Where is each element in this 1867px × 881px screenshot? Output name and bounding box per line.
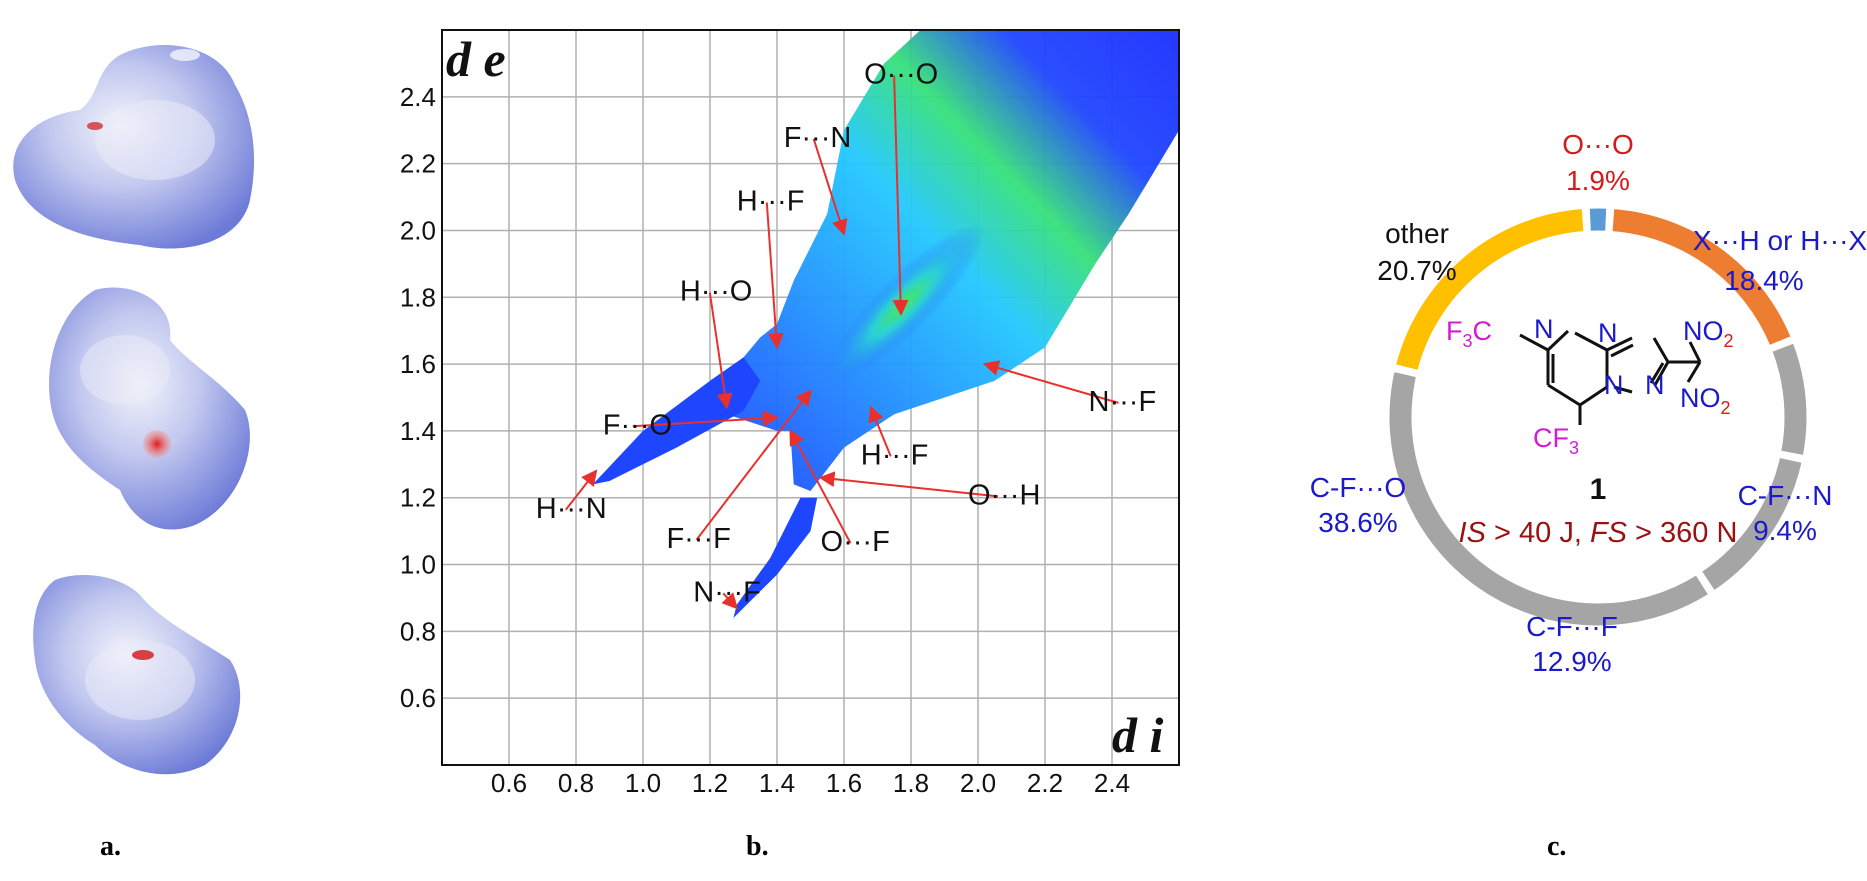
annotation-label: H···N [536, 493, 607, 525]
donut-slice-percent: 9.4% [1753, 515, 1817, 546]
x-tick-label: 1.2 [692, 768, 728, 798]
y-tick-label: 1.4 [400, 416, 436, 446]
annotation-label: F···N [784, 122, 852, 154]
annotation-label: N···F [693, 576, 761, 608]
annotation-label: O···H [968, 479, 1040, 511]
x-tick-label: 1.0 [625, 768, 661, 798]
annotation-arrow [812, 138, 848, 236]
x-tick-label: 2.0 [960, 768, 996, 798]
donut-slice-percent: 1.9% [1566, 165, 1630, 196]
atom-n-4: N [1645, 370, 1665, 400]
annotation-arrow [868, 405, 892, 457]
annotation-arrow [892, 75, 909, 316]
donut-slice-name: C-F···F [1526, 611, 1618, 642]
annotation-arrow [632, 410, 779, 428]
x-tick-label: 0.8 [558, 768, 594, 798]
donut-slice [1609, 205, 1795, 349]
atom-no2-bottom: NO2 [1680, 383, 1731, 418]
donut-slice [1586, 205, 1610, 234]
atom-n-2: N [1598, 318, 1618, 348]
donut-slice-percent: 12.9% [1532, 646, 1611, 677]
y-tick-label: 1.8 [400, 282, 436, 312]
annotation-label: H···F [861, 439, 929, 471]
donut-slice-name: X···H or H···X [1693, 225, 1867, 256]
annotation-arrow [708, 292, 733, 410]
fingerprint-spike-lower [733, 497, 818, 618]
surface-top [13, 45, 255, 249]
annotation-label: N···F [1089, 386, 1157, 418]
annotation-label: H···F [737, 185, 805, 217]
y-tick-label: 2.4 [400, 82, 436, 112]
compound-atom-labels: F3C N N N N NO2 NO2 CF3 [1446, 314, 1734, 458]
atom-no2-top: NO2 [1683, 316, 1734, 351]
annotation-label: O···O [864, 58, 938, 90]
y-tick-label: 2.2 [400, 149, 436, 179]
annotation-arrow [818, 471, 999, 498]
panel-label-c: c. [1547, 831, 1566, 862]
x-tick-label: 2.2 [1027, 768, 1063, 798]
donut-slice [1392, 205, 1587, 374]
sensitivity-label: IS > 40 J, FS > 360 N [1459, 517, 1738, 549]
atom-cf3: CF3 [1533, 423, 1579, 458]
x-axis-label: d i [1112, 707, 1164, 763]
donut-slice [1768, 339, 1810, 459]
donut-slice-percent: 20.7% [1377, 255, 1456, 286]
annotation-label: F···F [666, 523, 730, 555]
hirshfeld-surfaces-panel: a. [13, 45, 255, 862]
x-tick-label: 1.4 [759, 768, 795, 798]
annotation-arrow [695, 389, 812, 541]
annotation-arrow [721, 592, 739, 610]
x-tick-label: 0.6 [491, 768, 527, 798]
y-tick-label: 0.8 [400, 616, 436, 646]
y-axis-label: d e [446, 31, 506, 87]
y-tick-label: 1.0 [400, 550, 436, 580]
plot-frame [441, 29, 1180, 766]
donut-slice-name: C-F···O [1310, 472, 1406, 503]
surface-middle [49, 287, 250, 530]
annotation-label: F···O [603, 409, 672, 441]
compound-structure [1519, 329, 1702, 425]
fingerprint-plot: 0.6 0.8 1.0 1.2 1.4 1.6 1.8 2.0 2.2 2.4 0.6 0.8 1.0 1… [400, 29, 1180, 862]
fingerprint-spike-upper [592, 357, 761, 485]
donut-slice-name: other [1385, 218, 1449, 249]
atom-f3c: F3C [1446, 316, 1492, 351]
compound-number: 1 [1590, 473, 1607, 506]
donut-slice [1386, 368, 1712, 629]
y-tick-label: 0.6 [400, 683, 436, 713]
donut-slice [1698, 454, 1805, 595]
donut-slice-percent: 18.4% [1724, 265, 1803, 296]
donut-slice-percent: 38.6% [1318, 507, 1397, 538]
annotation-label: H···O [680, 276, 752, 308]
annotation-label: O···F [821, 526, 890, 558]
y-tick-label: 2.0 [400, 215, 436, 245]
atom-n-3: N [1604, 370, 1624, 400]
donut-slice-name: C-F···N [1738, 480, 1833, 511]
annotation-arrow [565, 469, 598, 511]
x-tick-label: 2.4 [1094, 768, 1130, 798]
annotation-arrow [765, 202, 784, 350]
x-tick-label: 1.8 [893, 768, 929, 798]
y-tick-label: 1.6 [400, 349, 436, 379]
annotation-arrow [982, 360, 1119, 404]
atom-n-1: N [1534, 314, 1554, 344]
panel-label-b: b. [746, 831, 769, 862]
panel-label-a: a. [100, 831, 121, 862]
x-tick-label: 1.6 [826, 768, 862, 798]
surface-bottom [33, 575, 241, 775]
y-tick-label: 1.2 [400, 483, 436, 513]
donut-slice-name: O···O [1562, 129, 1634, 160]
